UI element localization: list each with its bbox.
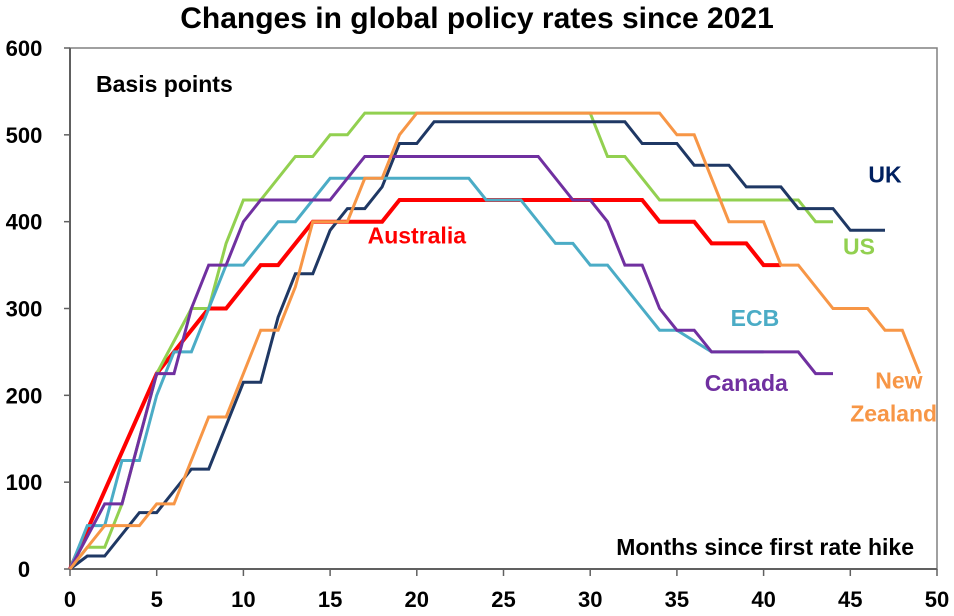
x-tick-label: 50: [925, 587, 949, 612]
chart-title: Changes in global policy rates since 202…: [180, 2, 774, 35]
x-tick-label: 35: [665, 587, 689, 612]
y-tick-label: 100: [6, 470, 43, 495]
series-line-new-zealand: [68, 111, 922, 570]
y-tick-label: 300: [6, 297, 43, 322]
y-axis-label: Basis points: [96, 71, 233, 97]
y-axis: 0 100 200 300 400 500 600: [6, 36, 70, 582]
x-tick-label: 30: [578, 587, 602, 612]
series-label-ecb: ECB: [731, 305, 780, 331]
series-line-ecb: [68, 176, 764, 570]
series-label-new-zealand: Zealand: [850, 400, 937, 426]
series-labels: Australia US UK ECB Canada New Zealand: [368, 162, 938, 427]
x-tick-label: 15: [318, 587, 342, 612]
x-tick-label: 10: [231, 587, 255, 612]
y-tick-label: 200: [6, 383, 43, 408]
x-tick-label: 5: [151, 587, 163, 612]
x-axis-label: Months since first rate hike: [616, 534, 914, 560]
series-label-australia: Australia: [368, 222, 467, 248]
series-label-us: US: [843, 234, 875, 260]
x-tick-label: 25: [491, 587, 515, 612]
series-line-canada: [68, 155, 833, 570]
series-label-new-zealand: New: [875, 367, 922, 393]
x-tick-label: 20: [405, 587, 429, 612]
series-label-canada: Canada: [705, 370, 788, 396]
x-tick-label: 45: [838, 587, 862, 612]
series-lines: [68, 111, 922, 571]
y-tick-label: 500: [6, 123, 43, 148]
y-tick-label: 600: [6, 36, 43, 61]
x-axis: 0 5 10 15 20 25 30 35 40 45 50: [64, 569, 949, 612]
y-tick-label: 0: [18, 557, 30, 582]
y-tick-label: 400: [6, 210, 43, 235]
x-tick-label: 40: [751, 587, 775, 612]
series-line-australia: [68, 198, 781, 570]
series-label-uk: UK: [868, 162, 902, 188]
x-tick-label: 0: [64, 587, 76, 612]
